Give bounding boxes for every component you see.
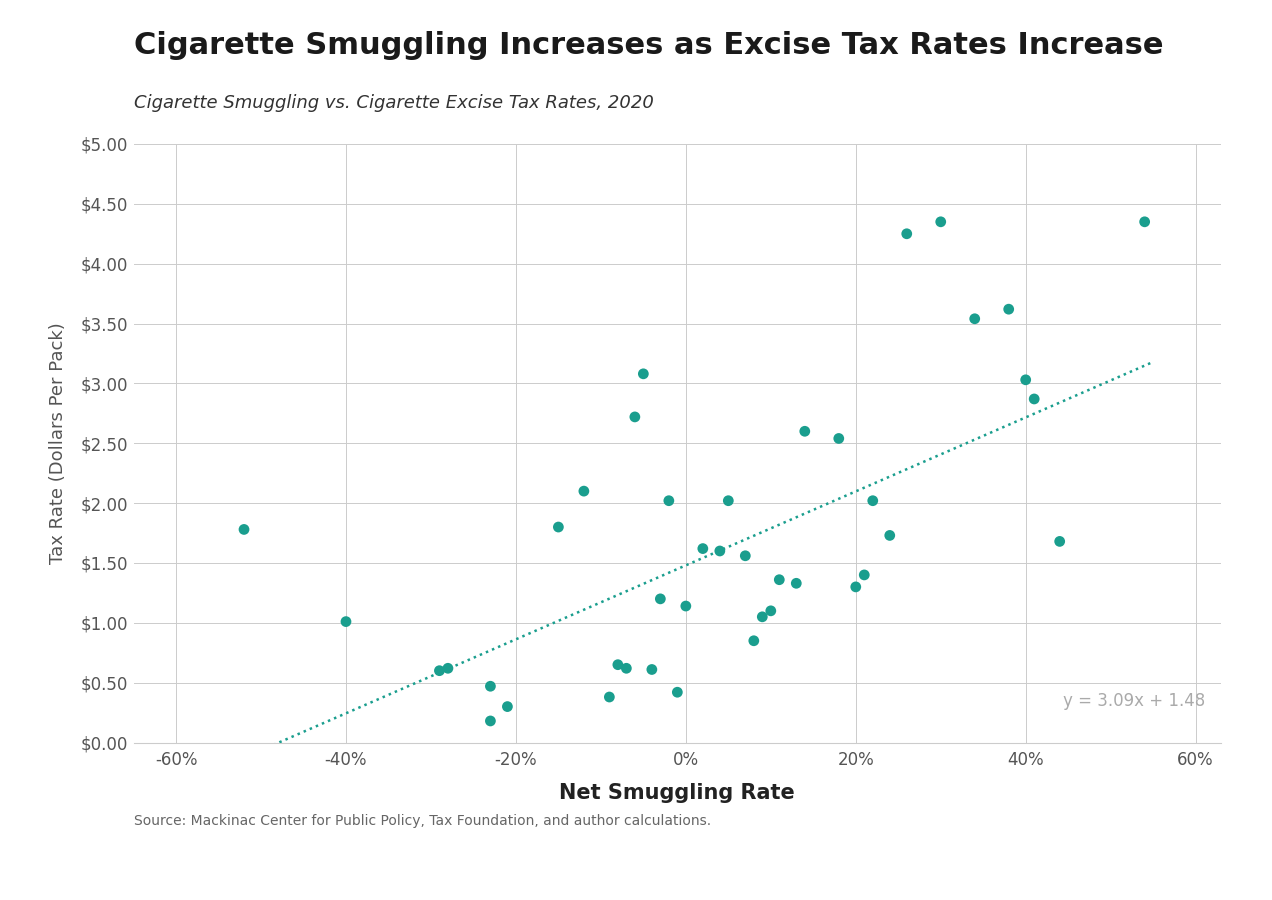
Text: TAX FOUNDATION: TAX FOUNDATION xyxy=(23,858,230,878)
Point xyxy=(616,662,636,676)
Point xyxy=(846,580,866,594)
Point xyxy=(693,542,714,556)
Point xyxy=(608,658,628,672)
Point xyxy=(752,609,772,624)
Point xyxy=(828,431,848,446)
X-axis label: Net Smuggling Rate: Net Smuggling Rate xyxy=(560,783,795,803)
Point xyxy=(761,604,781,618)
Point xyxy=(964,311,985,326)
Point xyxy=(999,302,1019,317)
Point xyxy=(633,366,654,381)
Point xyxy=(931,214,951,229)
Point xyxy=(1024,392,1044,406)
Point xyxy=(795,424,815,438)
Point xyxy=(481,714,501,728)
Point xyxy=(1015,373,1035,387)
Point xyxy=(897,227,917,241)
Point xyxy=(770,572,790,587)
Point xyxy=(599,689,619,704)
Point xyxy=(548,520,569,535)
Point xyxy=(667,685,687,699)
Text: Source: Mackinac Center for Public Policy, Tax Foundation, and author calculatio: Source: Mackinac Center for Public Polic… xyxy=(134,814,711,828)
Point xyxy=(786,576,806,590)
Text: Cigarette Smuggling vs. Cigarette Excise Tax Rates, 2020: Cigarette Smuggling vs. Cigarette Excise… xyxy=(134,94,654,112)
Point xyxy=(675,598,696,613)
Text: Cigarette Smuggling Increases as Excise Tax Rates Increase: Cigarette Smuggling Increases as Excise … xyxy=(134,32,1163,60)
Point xyxy=(710,544,730,558)
Point xyxy=(1049,535,1070,549)
Point xyxy=(641,662,661,677)
Point xyxy=(735,549,756,563)
Point xyxy=(234,522,254,536)
Point xyxy=(879,528,899,543)
Text: @TaxFoundation: @TaxFoundation xyxy=(1057,858,1249,878)
Point xyxy=(336,615,356,629)
Point xyxy=(650,591,670,606)
Point xyxy=(862,493,883,508)
Y-axis label: Tax Rate (Dollars Per Pack): Tax Rate (Dollars Per Pack) xyxy=(48,322,66,564)
Point xyxy=(719,493,739,508)
Point xyxy=(438,662,458,676)
Point xyxy=(659,493,679,508)
Point xyxy=(497,699,518,714)
Point xyxy=(481,679,501,693)
Point xyxy=(1135,214,1155,229)
Text: y = 3.09x + 1.48: y = 3.09x + 1.48 xyxy=(1062,691,1205,709)
Point xyxy=(625,410,645,424)
Point xyxy=(429,663,449,678)
Point xyxy=(854,568,874,582)
Point xyxy=(574,484,594,499)
Point xyxy=(744,634,764,648)
